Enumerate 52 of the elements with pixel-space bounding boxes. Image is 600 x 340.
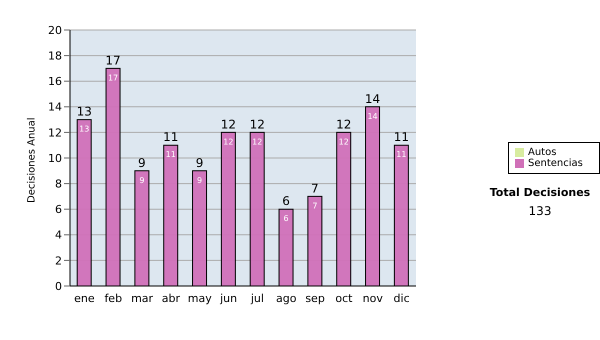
total-label: 17 bbox=[105, 53, 121, 68]
total-label: 12 bbox=[336, 117, 352, 132]
data-label: 9 bbox=[139, 176, 144, 185]
data-label: 12 bbox=[252, 137, 262, 146]
total-label: 13 bbox=[76, 104, 92, 119]
total-label: 6 bbox=[282, 194, 290, 208]
total-label: 11 bbox=[163, 130, 178, 144]
y-tick-label: 14 bbox=[48, 100, 62, 114]
y-axis-title: Decisiones Anual bbox=[26, 117, 38, 203]
x-tick-label: oct bbox=[335, 292, 354, 305]
x-tick-label: jul bbox=[250, 292, 264, 305]
y-tick-label: 10 bbox=[48, 152, 62, 165]
x-tick-label: jun bbox=[219, 292, 238, 305]
x-tick-label: mar bbox=[131, 292, 154, 305]
data-label: 13 bbox=[79, 124, 90, 134]
data-label: 11 bbox=[396, 150, 406, 160]
y-tick-label: 8 bbox=[55, 178, 62, 191]
y-tick-label: 18 bbox=[48, 50, 62, 63]
x-tick-label: feb bbox=[104, 292, 122, 305]
text: 133 bbox=[528, 204, 552, 218]
total-label: 9 bbox=[138, 156, 146, 170]
y-tick-label: 4 bbox=[55, 228, 62, 242]
data-label: 17 bbox=[108, 73, 118, 82]
x-tick-label: ago bbox=[276, 292, 297, 305]
data-label: 12 bbox=[338, 137, 349, 146]
total-label: 12 bbox=[250, 117, 265, 132]
legend-label: Autos bbox=[528, 147, 556, 158]
y-tick-label: 2 bbox=[55, 254, 62, 268]
x-tick-label: abr bbox=[162, 292, 181, 305]
data-label: 12 bbox=[223, 137, 234, 146]
y-tick-label: 20 bbox=[48, 24, 62, 37]
x-tick-label: sep bbox=[305, 292, 325, 305]
y-tick-label: 16 bbox=[48, 75, 62, 88]
text: Total Decisiones bbox=[488, 186, 592, 199]
x-tick-label: dic bbox=[394, 292, 410, 305]
data-label: 7 bbox=[312, 201, 318, 210]
total-label: 12 bbox=[220, 117, 236, 132]
x-tick-label: nov bbox=[362, 292, 384, 305]
data-label: 14 bbox=[367, 112, 378, 121]
data-label: 6 bbox=[283, 214, 289, 224]
legend-label: Sentencias bbox=[528, 158, 583, 169]
data-label: 9 bbox=[196, 176, 202, 185]
total-label: 9 bbox=[196, 156, 204, 170]
y-tick-label: 0 bbox=[55, 280, 62, 293]
x-tick-label: may bbox=[188, 292, 212, 305]
total-label: 11 bbox=[394, 130, 410, 144]
y-tick-label: 12 bbox=[48, 126, 62, 140]
total-label: 14 bbox=[364, 92, 380, 106]
y-tick-label: 6 bbox=[55, 203, 62, 216]
x-tick-label: ene bbox=[74, 292, 95, 305]
total-label: 7 bbox=[311, 181, 319, 196]
data-label: 11 bbox=[166, 150, 176, 160]
